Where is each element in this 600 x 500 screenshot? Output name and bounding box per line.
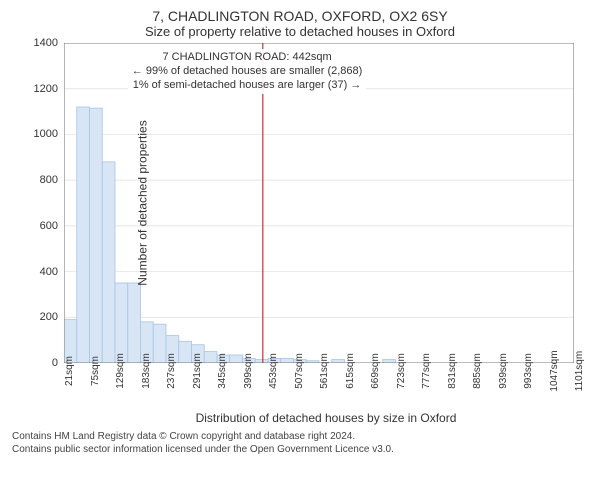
x-tick: 21sqm <box>64 356 75 386</box>
x-tick: 1047sqm <box>549 350 560 391</box>
x-tick: 561sqm <box>319 353 330 389</box>
annot-line1: 7 CHADLINGTON ROAD: 442sqm <box>132 51 363 65</box>
x-tick: 129sqm <box>115 353 126 389</box>
x-tick: 831sqm <box>447 353 458 389</box>
x-axis-label: Distribution of detached houses by size … <box>64 411 588 425</box>
footer-line2: Contains public sector information licen… <box>12 444 588 457</box>
y-tick: 800 <box>40 174 58 186</box>
y-tick: 600 <box>40 220 58 232</box>
footer: Contains HM Land Registry data © Crown c… <box>12 431 588 456</box>
y-tick: 1000 <box>34 128 58 140</box>
x-tick: 183sqm <box>141 353 152 389</box>
x-tick: 723sqm <box>396 353 407 389</box>
y-axis-label: Number of detached properties <box>136 120 150 285</box>
x-tick: 615sqm <box>345 353 356 389</box>
x-tick: 777sqm <box>421 353 432 389</box>
x-tick: 669sqm <box>370 353 381 389</box>
annot-line3: 1% of semi-detached houses are larger (3… <box>132 79 363 93</box>
y-tick: 1200 <box>34 83 58 95</box>
chart-area: Number of detached properties 0200400600… <box>64 43 574 363</box>
x-tick: 345sqm <box>217 353 228 389</box>
annot-line2: ← 99% of detached houses are smaller (2,… <box>132 65 363 79</box>
y-tick: 1400 <box>34 37 58 49</box>
x-tick: 291sqm <box>192 353 203 389</box>
marker-annotation: 7 CHADLINGTON ROAD: 442sqm ← 99% of deta… <box>128 49 367 94</box>
x-tick: 993sqm <box>523 353 534 389</box>
y-tick: 400 <box>40 266 58 278</box>
x-tick: 939sqm <box>498 353 509 389</box>
page-title: 7, CHADLINGTON ROAD, OXFORD, OX2 6SY <box>12 8 588 24</box>
x-tick: 237sqm <box>166 353 177 389</box>
x-tick: 75sqm <box>90 356 101 386</box>
x-tick: 507sqm <box>294 353 305 389</box>
y-tick: 0 <box>52 357 58 369</box>
x-tick: 1101sqm <box>574 351 585 391</box>
x-tick: 453sqm <box>268 353 279 389</box>
y-tick: 200 <box>40 311 58 323</box>
x-tick: 399sqm <box>243 353 254 389</box>
footer-line1: Contains HM Land Registry data © Crown c… <box>12 431 588 444</box>
x-tick: 885sqm <box>472 353 483 389</box>
page-subtitle: Size of property relative to detached ho… <box>12 24 588 39</box>
